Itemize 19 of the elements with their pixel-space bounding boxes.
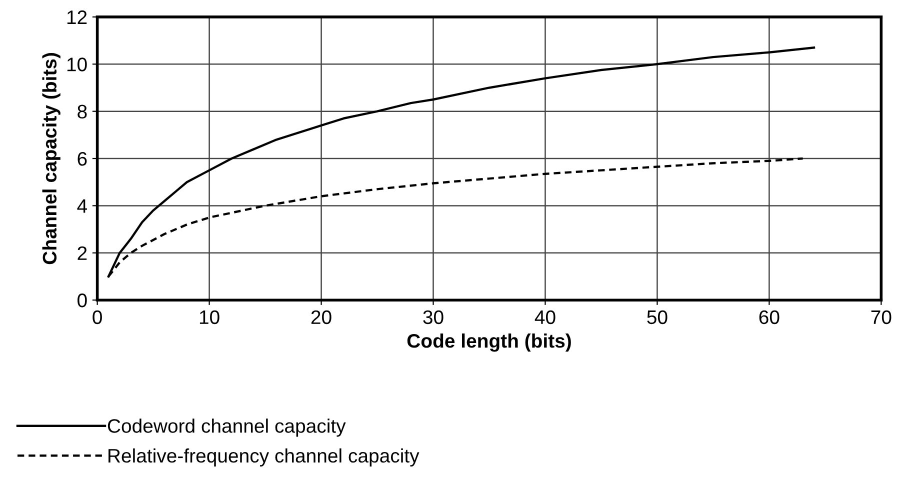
y-tick-label: 0	[78, 294, 87, 308]
y-tick-label: 12	[67, 10, 87, 24]
y-tick-label: 2	[78, 246, 87, 260]
x-tick-label: 20	[311, 310, 332, 324]
legend-label: Codeword channel capacity	[108, 418, 346, 437]
x-tick-label: 60	[759, 310, 780, 324]
x-tick-label: 0	[92, 310, 102, 324]
y-axis-title: Channel capacity (bits)	[42, 53, 60, 264]
legend-label: Relative-frequency channel capacity	[108, 448, 420, 466]
y-tick-label: 10	[67, 58, 87, 72]
x-axis-title: Code length (bits)	[407, 333, 571, 352]
y-tick-label: 8	[78, 104, 87, 119]
y-tick-label: 4	[77, 199, 88, 213]
x-tick-label: 40	[534, 310, 556, 324]
x-tick-label: 70	[871, 310, 892, 324]
y-tick-label: 6	[78, 152, 87, 166]
x-tick-label: 30	[423, 310, 444, 324]
x-tick-label: 50	[647, 310, 668, 324]
x-tick-label: 10	[200, 310, 220, 324]
